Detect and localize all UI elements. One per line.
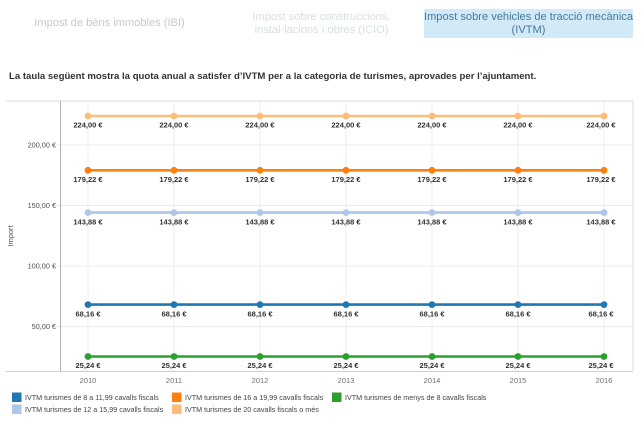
svg-text:224,00 €: 224,00 € <box>159 121 189 130</box>
svg-text:143,88 €: 143,88 € <box>586 217 616 226</box>
svg-text:2014: 2014 <box>424 376 441 385</box>
svg-text:224,00 €: 224,00 € <box>586 121 616 130</box>
svg-text:2016: 2016 <box>596 376 613 385</box>
svg-text:143,88 €: 143,88 € <box>503 217 533 226</box>
svg-text:25,24 €: 25,24 € <box>75 361 101 370</box>
svg-text:2015: 2015 <box>510 376 527 385</box>
svg-text:179,22 €: 179,22 € <box>331 175 361 184</box>
svg-text:68,16 €: 68,16 € <box>333 309 359 318</box>
svg-text:224,00 €: 224,00 € <box>331 121 361 130</box>
svg-text:IVTM turismes de 8 a 11,99 cav: IVTM turismes de 8 a 11,99 cavalls fisca… <box>25 393 159 402</box>
svg-text:25,24 €: 25,24 € <box>588 361 614 370</box>
svg-text:68,16 €: 68,16 € <box>588 309 614 318</box>
svg-text:224,00 €: 224,00 € <box>417 121 447 130</box>
svg-text:68,16 €: 68,16 € <box>161 309 187 318</box>
svg-text:150,00 €: 150,00 € <box>28 201 56 210</box>
svg-text:224,00 €: 224,00 € <box>245 121 275 130</box>
svg-text:143,88 €: 143,88 € <box>331 217 361 226</box>
svg-text:25,24 €: 25,24 € <box>333 361 359 370</box>
svg-text:143,88 €: 143,88 € <box>245 217 275 226</box>
svg-text:IVTM turismes de 12 a 15,99 ca: IVTM turismes de 12 a 15,99 cavalls fisc… <box>25 405 164 414</box>
svg-text:224,00 €: 224,00 € <box>503 121 533 130</box>
svg-text:25,24 €: 25,24 € <box>161 361 187 370</box>
svg-text:143,88 €: 143,88 € <box>73 217 103 226</box>
svg-text:179,22 €: 179,22 € <box>73 175 103 184</box>
svg-text:50,00 €: 50,00 € <box>32 322 56 331</box>
svg-text:143,88 €: 143,88 € <box>417 217 447 226</box>
svg-text:2012: 2012 <box>252 376 269 385</box>
svg-text:100,00 €: 100,00 € <box>28 262 56 271</box>
svg-text:68,16 €: 68,16 € <box>75 309 101 318</box>
svg-text:IVTM turismes de 20 cavalls fi: IVTM turismes de 20 cavalls fiscals o mé… <box>185 405 319 414</box>
svg-text:179,22 €: 179,22 € <box>417 175 447 184</box>
svg-text:25,24 €: 25,24 € <box>419 361 445 370</box>
svg-text:25,24 €: 25,24 € <box>505 361 531 370</box>
svg-text:2010: 2010 <box>80 376 97 385</box>
svg-text:68,16 €: 68,16 € <box>247 309 273 318</box>
svg-text:2013: 2013 <box>338 376 355 385</box>
svg-text:200,00 €: 200,00 € <box>28 141 56 150</box>
svg-text:2011: 2011 <box>166 376 182 385</box>
svg-text:IVTM turismes de 16 a 19,99 ca: IVTM turismes de 16 a 19,99 cavalls fisc… <box>185 393 324 402</box>
svg-text:25,24 €: 25,24 € <box>247 361 273 370</box>
svg-text:179,22 €: 179,22 € <box>245 175 275 184</box>
svg-text:IVTM turismes de menys de 8 ca: IVTM turismes de menys de 8 cavalls fisc… <box>345 393 487 402</box>
svg-text:68,16 €: 68,16 € <box>505 309 531 318</box>
svg-text:68,16 €: 68,16 € <box>419 309 445 318</box>
svg-text:179,22 €: 179,22 € <box>586 175 616 184</box>
svg-text:143,88 €: 143,88 € <box>159 217 189 226</box>
svg-text:179,22 €: 179,22 € <box>159 175 189 184</box>
svg-text:Import: Import <box>6 224 15 246</box>
svg-text:224,00 €: 224,00 € <box>73 121 103 130</box>
svg-text:179,22 €: 179,22 € <box>503 175 533 184</box>
